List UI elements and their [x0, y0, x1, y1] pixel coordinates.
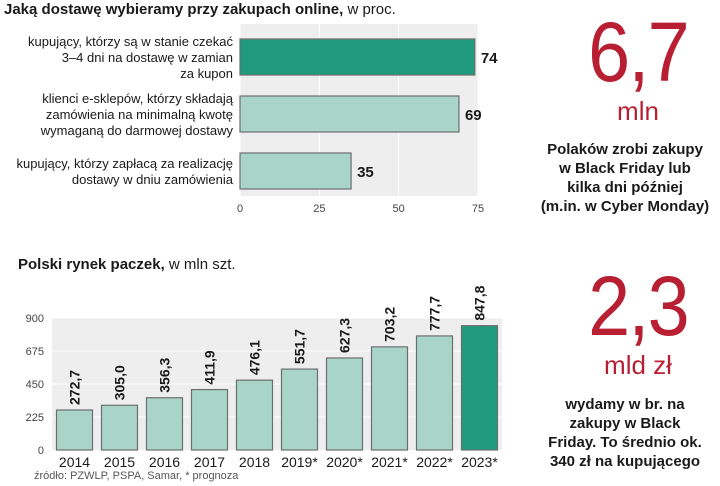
bar — [55, 409, 94, 451]
delivery-preference-chart: 0 25 50 75 74 kupujący, którzy są w stanie cz… — [16, 24, 498, 215]
x-tick-label: 2020* — [326, 454, 363, 470]
bar — [190, 388, 229, 451]
parcel-market-chart: 0 225 450 675 900 272,7 2014 305,0 2015 356,3 2016… — [26, 285, 502, 470]
bar-value-label: 69 — [465, 107, 482, 124]
stat-text-spending: wydamy w br. na zakupy w Black Friday. T… — [530, 395, 720, 471]
x-tick-label: 2022* — [416, 454, 453, 470]
bar — [370, 346, 409, 451]
bar — [239, 95, 460, 133]
y-tick-label: 0 — [38, 445, 44, 457]
stat-number-spending: 2,3 — [588, 259, 690, 353]
x-tick-label: 75 — [472, 203, 484, 215]
category-label: 3–4 dni na dostawę w zamian — [62, 50, 233, 65]
stat-unit-shoppers: mln — [617, 96, 659, 126]
bar — [325, 357, 364, 451]
bar-value-label: 551,7 — [292, 329, 308, 364]
y-tick-label: 675 — [26, 346, 44, 358]
stat-text-line: zakupy w Black — [569, 415, 681, 432]
stat-text-shoppers: Polaków zrobi zakupy w Black Friday lub … — [530, 140, 720, 216]
x-tick-label: 2014 — [59, 454, 90, 470]
y-tick-label: 900 — [26, 313, 44, 325]
category-label: zamówienia na minimalną kwotę — [46, 107, 233, 122]
source-note: źródło: PZWLP, PSPA, Samar, * prognoza — [34, 470, 239, 482]
stat-text-line: Polaków zrobi zakupy — [547, 141, 703, 158]
stat-text-line: Friday. To średnio ok. — [548, 434, 702, 451]
category-label: kupujący, którzy są w stanie czekać — [28, 34, 233, 49]
bar-value-label: 272,7 — [67, 370, 83, 405]
category-label: kupujący, którzy zapłacą za realizację — [16, 156, 233, 171]
chart-title-parcels: Polski rynek paczek, w mln szt. — [18, 256, 236, 273]
y-tick-label: 450 — [26, 379, 44, 391]
bar — [100, 404, 139, 451]
y-tick-label: 225 — [26, 412, 44, 424]
bar-value-label: 476,1 — [247, 340, 263, 375]
bar-value-label: 627,3 — [337, 318, 353, 353]
category-label: wymaganą do darmowej dostawy — [40, 123, 234, 138]
bar — [460, 325, 499, 451]
bar — [415, 335, 454, 451]
x-tick-label: 2023* — [461, 454, 498, 470]
x-tick-label: 2019* — [281, 454, 318, 470]
bar — [145, 397, 184, 451]
x-tick-label: 50 — [393, 203, 405, 215]
x-tick-label: 2021* — [371, 454, 408, 470]
bar-value-label: 35 — [357, 164, 374, 181]
x-tick-label: 25 — [313, 203, 325, 215]
bar-value-label: 703,2 — [382, 307, 398, 342]
x-tick-label: 0 — [237, 203, 243, 215]
category-label: klienci e-sklepów, którzy składają — [42, 91, 234, 106]
x-tick-label: 2015 — [104, 454, 135, 470]
x-tick-label: 2018 — [239, 454, 270, 470]
bar — [239, 38, 476, 76]
bar — [280, 368, 319, 451]
bar — [235, 379, 274, 451]
stat-unit-spending: mld zł — [604, 350, 672, 380]
stat-number-shoppers: 6,7 — [588, 5, 690, 99]
bar-value-label: 847,8 — [472, 285, 488, 320]
category-label: za kupon — [180, 66, 233, 81]
stat-text-line: w Black Friday lub — [559, 160, 691, 177]
bar-value-label: 777,7 — [427, 296, 443, 331]
x-tick-label: 2016 — [149, 454, 180, 470]
stat-text-line: 340 zł na kupującego — [549, 453, 701, 470]
stat-text-line: wydamy w br. na — [565, 396, 685, 413]
bar-value-label: 411,9 — [202, 350, 218, 384]
category-label: dostawy w dniu zamówienia — [72, 172, 234, 187]
bar-value-label: 305,0 — [112, 365, 128, 400]
bar-value-label: 356,3 — [157, 357, 173, 392]
stat-text-line: (m.in. w Cyber Monday) — [540, 198, 710, 215]
stat-text-line: kilka dni później — [567, 179, 683, 196]
bar — [239, 152, 352, 190]
x-tick-label: 2017 — [194, 454, 225, 470]
chart-title-delivery: Jaką dostawę wybieramy przy zakupach onl… — [4, 1, 396, 18]
bar-value-label: 74 — [481, 50, 498, 67]
